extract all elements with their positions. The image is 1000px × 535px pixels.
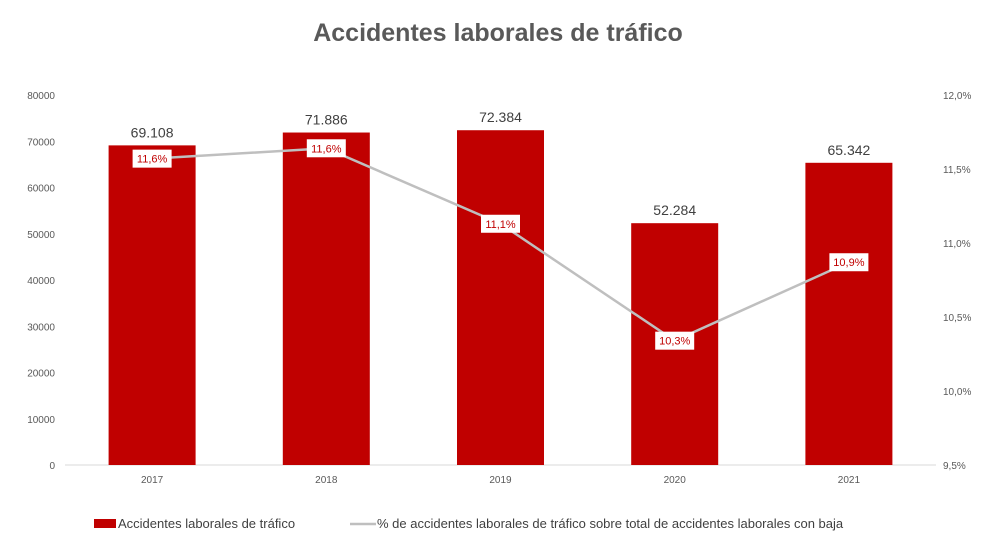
legend-bar-label: Accidentes laborales de tráfico — [118, 516, 295, 531]
y2-tick-label: 11,0% — [943, 239, 971, 250]
y-tick-label: 10000 — [27, 415, 55, 426]
chart-title: Accidentes laborales de tráfico — [313, 19, 683, 47]
line-data-label: 11,6% — [311, 143, 342, 155]
bar — [457, 130, 544, 465]
line-label-box — [306, 139, 346, 158]
x-tick-label: 2021 — [838, 475, 861, 486]
x-tick-label: 2018 — [315, 475, 338, 486]
legend-bar-swatch — [94, 519, 116, 528]
y-tick-label: 30000 — [27, 322, 55, 333]
line-label-box — [655, 331, 695, 350]
legend-line-label: % de accidentes laborales de tráfico sob… — [377, 516, 844, 531]
bar — [805, 162, 893, 465]
line-data-label: 10,3% — [659, 336, 690, 348]
line-label-box — [132, 149, 172, 168]
y-tick-label: 70000 — [27, 137, 55, 148]
line-data-label: 11,1% — [485, 219, 516, 231]
bar-data-label: 52.284 — [653, 202, 696, 218]
bar-data-label: 69.108 — [131, 124, 174, 140]
line-data-label: 10,9% — [833, 257, 864, 269]
bar-data-label: 65.342 — [827, 142, 870, 158]
y-tick-label: 0 — [49, 461, 55, 472]
bar — [282, 132, 370, 465]
y2-tick-label: 12,0% — [943, 91, 971, 102]
y-tick-label: 80000 — [27, 91, 55, 102]
line-label-box — [829, 253, 869, 272]
x-tick-label: 2019 — [489, 475, 512, 486]
bar-data-label: 72.384 — [479, 109, 522, 125]
line-label-box — [481, 214, 520, 233]
bar-data-label: 71.886 — [305, 112, 348, 128]
x-tick-label: 2017 — [141, 475, 164, 486]
y2-tick-label: 11,5% — [943, 165, 971, 176]
y2-tick-label: 9,5% — [943, 461, 966, 472]
y-tick-label: 60000 — [27, 184, 55, 195]
y-tick-label: 50000 — [27, 230, 55, 241]
y-tick-label: 20000 — [27, 369, 55, 380]
x-tick-label: 2020 — [664, 475, 687, 486]
y2-tick-label: 10,5% — [943, 313, 971, 324]
y-tick-label: 40000 — [27, 276, 55, 287]
bar — [108, 145, 196, 466]
y2-tick-label: 10,0% — [943, 387, 971, 398]
line-data-label: 11,6% — [137, 154, 168, 166]
